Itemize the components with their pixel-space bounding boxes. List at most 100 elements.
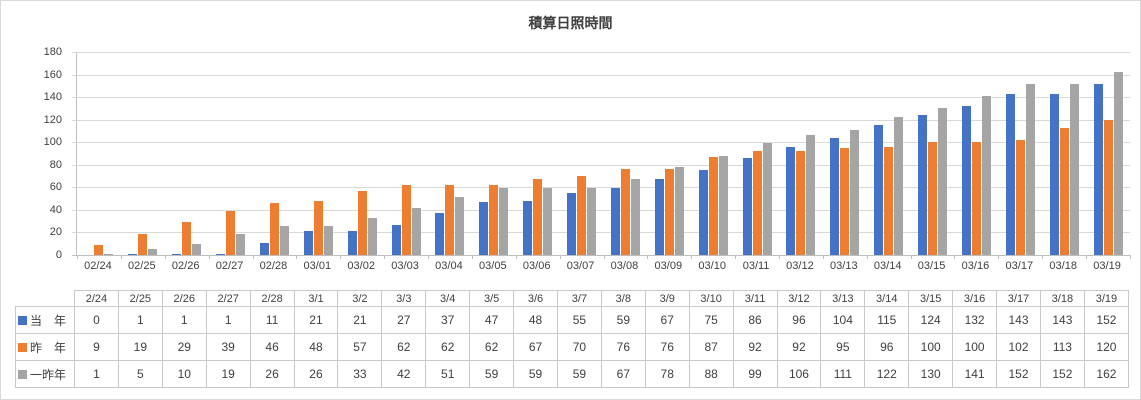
bar <box>269 203 279 255</box>
table-value-cell: 152 <box>1083 306 1130 334</box>
table-value-cell: 48 <box>513 306 558 334</box>
table-value-cell: 122 <box>864 360 910 388</box>
table-value-cell: 141 <box>952 360 998 388</box>
bar <box>94 244 104 255</box>
bar-group-03/12 <box>779 52 823 255</box>
bar <box>587 188 597 255</box>
table-value-cell: 37 <box>425 306 471 334</box>
table-column-header: 3/5 <box>469 290 515 307</box>
table-column-header: 3/18 <box>1039 290 1085 307</box>
bar <box>674 167 684 255</box>
x-tick-label: 02/26 <box>171 260 200 272</box>
bar <box>138 233 148 255</box>
bar <box>698 170 708 255</box>
bar <box>840 147 850 255</box>
bar <box>499 188 509 255</box>
gridline-180 <box>72 52 1130 53</box>
series-name: 一昨年 <box>30 367 67 382</box>
bar <box>1025 83 1035 255</box>
bar <box>874 125 884 255</box>
bar-group-03/18 <box>1042 52 1086 255</box>
bar <box>411 207 421 255</box>
bar <box>128 253 138 255</box>
x-tick-label: 03/09 <box>654 260 683 272</box>
x-tick-label: 03/01 <box>303 260 332 272</box>
chart-title: 積算日照時間 <box>528 15 613 31</box>
gridline-60 <box>72 187 1130 189</box>
bar <box>323 225 333 255</box>
x-axis-tick <box>164 255 166 259</box>
series-label-cell: 当 年 <box>15 306 75 334</box>
plot-area <box>72 52 1131 259</box>
table-value-cell: 132 <box>952 306 998 334</box>
table-column-header: 3/11 <box>732 290 778 307</box>
bar <box>577 176 587 255</box>
table-column-header: 3/6 <box>513 290 558 307</box>
bar <box>543 188 553 255</box>
table-column-header: 3/12 <box>776 290 822 307</box>
x-axis-tick <box>1086 255 1088 259</box>
bar <box>1103 119 1113 255</box>
table-column-header: 3/10 <box>688 290 734 307</box>
bar <box>172 253 182 255</box>
bar <box>435 213 445 255</box>
x-axis-tick <box>427 255 429 259</box>
table-value-cell: 95 <box>820 333 866 361</box>
table-corner-cell <box>16 291 75 307</box>
bar-group-03/19 <box>1086 52 1130 255</box>
table-column-header: 3/1 <box>293 290 339 307</box>
legend-key-icon <box>18 315 27 325</box>
gridline-20 <box>72 232 1130 234</box>
table-value-cell: 162 <box>1083 360 1130 388</box>
y-tick-label: 80 <box>49 158 62 171</box>
table-value-cell: 1 <box>205 306 251 334</box>
bar <box>894 117 904 255</box>
table-column-header: 3/16 <box>952 290 998 307</box>
bar <box>830 137 840 255</box>
table-value-cell: 57 <box>337 333 383 361</box>
table-value-cell: 87 <box>688 333 734 361</box>
bar <box>279 225 289 255</box>
x-axis-tick <box>384 255 386 259</box>
table-value-cell: 1 <box>117 306 163 334</box>
table-value-cell: 27 <box>381 306 427 334</box>
table-value-cell: 75 <box>688 306 734 334</box>
table-value-cell: 19 <box>205 360 251 388</box>
bar <box>357 190 367 255</box>
bar <box>182 222 192 255</box>
table-value-cell: 51 <box>425 360 471 388</box>
bar-group-03/06 <box>516 52 560 255</box>
y-tick-label: 160 <box>43 68 62 81</box>
bar <box>313 200 323 255</box>
table-column-header: 3/3 <box>381 290 427 307</box>
table-value-cell: 67 <box>644 306 690 334</box>
table-value-cell: 9 <box>74 333 119 361</box>
table-column-header: 3/13 <box>820 290 866 307</box>
table-value-cell: 48 <box>293 333 339 361</box>
table-value-cell: 115 <box>864 306 910 334</box>
x-tick-label: 03/14 <box>873 260 902 272</box>
x-axis-tick <box>208 255 210 259</box>
bar <box>347 231 357 255</box>
bar <box>610 188 620 255</box>
table-column-header: 2/27 <box>205 290 251 307</box>
x-axis-tick <box>559 255 561 259</box>
table-value-cell: 59 <box>513 360 558 388</box>
y-tick-label: 120 <box>43 113 62 126</box>
x-axis-labels: 02/24 02/25 02/26 02/27 02/28 03/01 03/02 03/03… <box>76 260 1129 272</box>
x-tick-label: 03/11 <box>742 260 770 272</box>
table-value-cell: 11 <box>249 306 295 334</box>
table-row: 昨 年 9 19 29 39 46 48 57 62 62 62 67 70 76 76 87 92 92 95 96… <box>15 333 1130 361</box>
table-value-cell: 10 <box>161 360 207 388</box>
x-tick-label: 03/15 <box>917 260 946 272</box>
y-tick-label: 100 <box>43 136 62 149</box>
table-value-cell: 55 <box>556 306 602 334</box>
bar <box>708 156 718 255</box>
bar <box>148 249 158 255</box>
y-tick-label: 60 <box>49 181 62 194</box>
table-value-cell: 62 <box>425 333 471 361</box>
x-axis-tick <box>603 255 605 259</box>
table-header-row: 2/24 2/25 2/26 2/27 2/28 3/1 3/2 3/3 3/4 3/5 3/6 3/… <box>16 290 1130 307</box>
x-axis-tick <box>910 255 912 259</box>
